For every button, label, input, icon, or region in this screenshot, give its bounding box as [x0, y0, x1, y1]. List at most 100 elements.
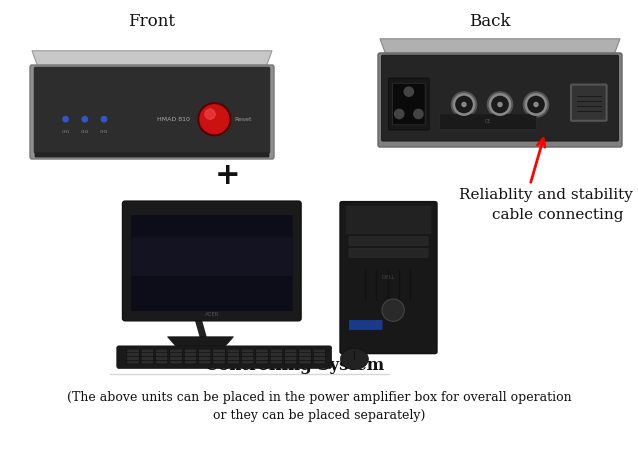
- FancyBboxPatch shape: [213, 349, 225, 353]
- FancyBboxPatch shape: [313, 360, 325, 364]
- Text: cable connecting: cable connecting: [493, 208, 624, 222]
- FancyBboxPatch shape: [299, 356, 311, 360]
- FancyBboxPatch shape: [285, 360, 297, 364]
- FancyBboxPatch shape: [117, 346, 332, 368]
- Circle shape: [462, 103, 466, 107]
- FancyBboxPatch shape: [141, 353, 154, 356]
- Circle shape: [198, 103, 231, 136]
- FancyBboxPatch shape: [285, 353, 297, 356]
- Ellipse shape: [341, 349, 368, 370]
- Circle shape: [492, 96, 508, 113]
- FancyBboxPatch shape: [313, 349, 325, 353]
- FancyBboxPatch shape: [127, 356, 139, 360]
- Text: ACER: ACER: [205, 312, 219, 317]
- FancyBboxPatch shape: [184, 360, 197, 364]
- Text: Back: Back: [470, 13, 511, 31]
- Text: CH1: CH1: [61, 130, 70, 134]
- FancyBboxPatch shape: [313, 356, 325, 360]
- FancyBboxPatch shape: [242, 349, 254, 353]
- Text: +: +: [215, 160, 241, 190]
- FancyBboxPatch shape: [227, 353, 239, 356]
- FancyBboxPatch shape: [227, 360, 239, 364]
- FancyBboxPatch shape: [198, 353, 211, 356]
- Text: or they can be placed separately): or they can be placed separately): [213, 409, 425, 422]
- FancyBboxPatch shape: [285, 349, 297, 353]
- FancyBboxPatch shape: [141, 356, 154, 360]
- FancyBboxPatch shape: [131, 215, 293, 311]
- FancyBboxPatch shape: [184, 353, 197, 356]
- Polygon shape: [32, 51, 272, 67]
- FancyBboxPatch shape: [340, 202, 437, 354]
- Circle shape: [528, 96, 544, 113]
- FancyBboxPatch shape: [170, 356, 182, 360]
- FancyBboxPatch shape: [170, 349, 182, 353]
- FancyBboxPatch shape: [156, 360, 168, 364]
- Text: Reset: Reset: [235, 117, 252, 122]
- FancyBboxPatch shape: [256, 349, 268, 353]
- FancyBboxPatch shape: [156, 353, 168, 356]
- FancyBboxPatch shape: [242, 353, 254, 356]
- FancyBboxPatch shape: [271, 349, 283, 353]
- FancyBboxPatch shape: [440, 114, 537, 129]
- FancyBboxPatch shape: [34, 153, 269, 158]
- Text: CE: CE: [485, 119, 491, 124]
- Circle shape: [534, 103, 538, 107]
- FancyBboxPatch shape: [256, 356, 268, 360]
- FancyBboxPatch shape: [227, 356, 239, 360]
- Text: CH3: CH3: [100, 130, 108, 134]
- FancyBboxPatch shape: [156, 349, 168, 353]
- Polygon shape: [168, 337, 234, 348]
- FancyBboxPatch shape: [213, 353, 225, 356]
- FancyBboxPatch shape: [271, 356, 283, 360]
- FancyBboxPatch shape: [299, 353, 311, 356]
- FancyBboxPatch shape: [170, 353, 182, 356]
- Text: Controlling System: Controlling System: [205, 356, 385, 374]
- Text: DELL: DELL: [382, 275, 396, 280]
- Circle shape: [523, 92, 549, 117]
- Circle shape: [205, 109, 215, 119]
- FancyBboxPatch shape: [285, 356, 297, 360]
- FancyBboxPatch shape: [313, 353, 325, 356]
- FancyBboxPatch shape: [184, 349, 197, 353]
- Text: Front: Front: [128, 13, 175, 31]
- FancyBboxPatch shape: [127, 349, 139, 353]
- FancyBboxPatch shape: [346, 206, 431, 234]
- FancyBboxPatch shape: [141, 360, 154, 364]
- Circle shape: [382, 299, 404, 322]
- FancyBboxPatch shape: [392, 83, 425, 125]
- FancyBboxPatch shape: [349, 236, 428, 245]
- FancyBboxPatch shape: [170, 360, 182, 364]
- FancyBboxPatch shape: [198, 349, 211, 353]
- FancyBboxPatch shape: [198, 356, 211, 360]
- FancyBboxPatch shape: [131, 238, 292, 276]
- FancyBboxPatch shape: [256, 360, 268, 364]
- FancyBboxPatch shape: [382, 55, 619, 141]
- Circle shape: [414, 109, 423, 119]
- FancyBboxPatch shape: [299, 360, 311, 364]
- FancyBboxPatch shape: [122, 201, 301, 321]
- FancyBboxPatch shape: [571, 85, 607, 121]
- FancyBboxPatch shape: [141, 349, 154, 353]
- Circle shape: [452, 92, 477, 117]
- FancyBboxPatch shape: [271, 360, 283, 364]
- FancyBboxPatch shape: [349, 248, 428, 257]
- FancyBboxPatch shape: [198, 360, 211, 364]
- FancyBboxPatch shape: [271, 353, 283, 356]
- Circle shape: [525, 94, 547, 115]
- Circle shape: [63, 116, 68, 122]
- Circle shape: [82, 116, 87, 122]
- Text: CH2: CH2: [80, 130, 89, 134]
- Text: (The above units can be placed in the power amplifier box for overall operation: (The above units can be placed in the po…: [67, 392, 571, 404]
- FancyBboxPatch shape: [34, 67, 270, 153]
- FancyBboxPatch shape: [389, 78, 429, 130]
- Circle shape: [101, 116, 107, 122]
- Circle shape: [404, 87, 413, 96]
- FancyBboxPatch shape: [127, 360, 139, 364]
- FancyBboxPatch shape: [156, 356, 168, 360]
- Circle shape: [487, 92, 512, 117]
- Circle shape: [456, 96, 472, 113]
- Text: HMAD 810: HMAD 810: [157, 117, 190, 122]
- Text: Reliablity and stability by: Reliablity and stability by: [459, 188, 638, 202]
- FancyBboxPatch shape: [299, 349, 311, 353]
- FancyBboxPatch shape: [227, 349, 239, 353]
